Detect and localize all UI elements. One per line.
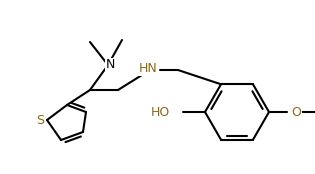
Text: HN: HN xyxy=(139,62,158,76)
Text: HO: HO xyxy=(151,105,170,118)
Text: S: S xyxy=(36,113,44,126)
Text: O: O xyxy=(291,105,301,118)
Text: N: N xyxy=(105,58,115,72)
